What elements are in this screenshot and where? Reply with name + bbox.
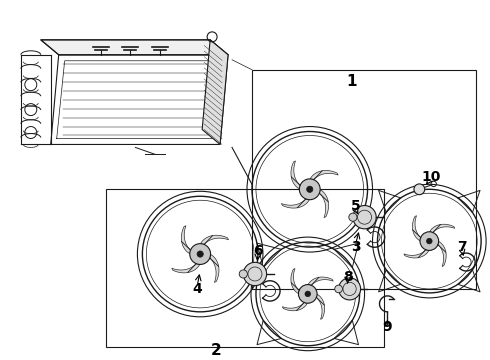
Text: 1: 1 xyxy=(346,74,357,89)
Circle shape xyxy=(298,284,317,303)
Polygon shape xyxy=(281,199,309,208)
Circle shape xyxy=(305,291,311,297)
Polygon shape xyxy=(172,264,200,273)
Polygon shape xyxy=(317,294,324,319)
Polygon shape xyxy=(430,224,455,233)
Polygon shape xyxy=(404,250,429,258)
Polygon shape xyxy=(413,216,421,241)
Polygon shape xyxy=(308,277,333,285)
Circle shape xyxy=(190,244,211,265)
Circle shape xyxy=(197,251,203,257)
Polygon shape xyxy=(319,190,329,218)
Polygon shape xyxy=(438,242,446,266)
Polygon shape xyxy=(210,255,219,283)
Bar xyxy=(252,70,476,289)
Text: 2: 2 xyxy=(211,343,221,358)
Text: 5: 5 xyxy=(351,199,361,213)
Circle shape xyxy=(414,184,425,195)
Polygon shape xyxy=(310,171,338,180)
Polygon shape xyxy=(202,40,228,144)
Circle shape xyxy=(244,262,267,285)
Circle shape xyxy=(426,238,432,244)
Circle shape xyxy=(307,186,313,192)
Polygon shape xyxy=(41,40,228,55)
Text: 4: 4 xyxy=(192,282,202,296)
Polygon shape xyxy=(282,302,307,311)
Circle shape xyxy=(353,206,376,229)
Text: 8: 8 xyxy=(343,270,352,284)
Polygon shape xyxy=(200,235,229,244)
Circle shape xyxy=(339,278,361,300)
Text: 7: 7 xyxy=(457,240,467,254)
Circle shape xyxy=(299,179,320,200)
Circle shape xyxy=(349,213,357,221)
Text: 3: 3 xyxy=(351,240,361,254)
Text: 10: 10 xyxy=(421,170,441,184)
Polygon shape xyxy=(291,269,299,293)
Circle shape xyxy=(239,270,247,278)
Circle shape xyxy=(420,232,439,251)
Text: 6: 6 xyxy=(253,244,263,258)
Text: 9: 9 xyxy=(383,320,392,334)
Polygon shape xyxy=(181,226,191,254)
Polygon shape xyxy=(291,161,300,189)
Circle shape xyxy=(335,285,343,293)
